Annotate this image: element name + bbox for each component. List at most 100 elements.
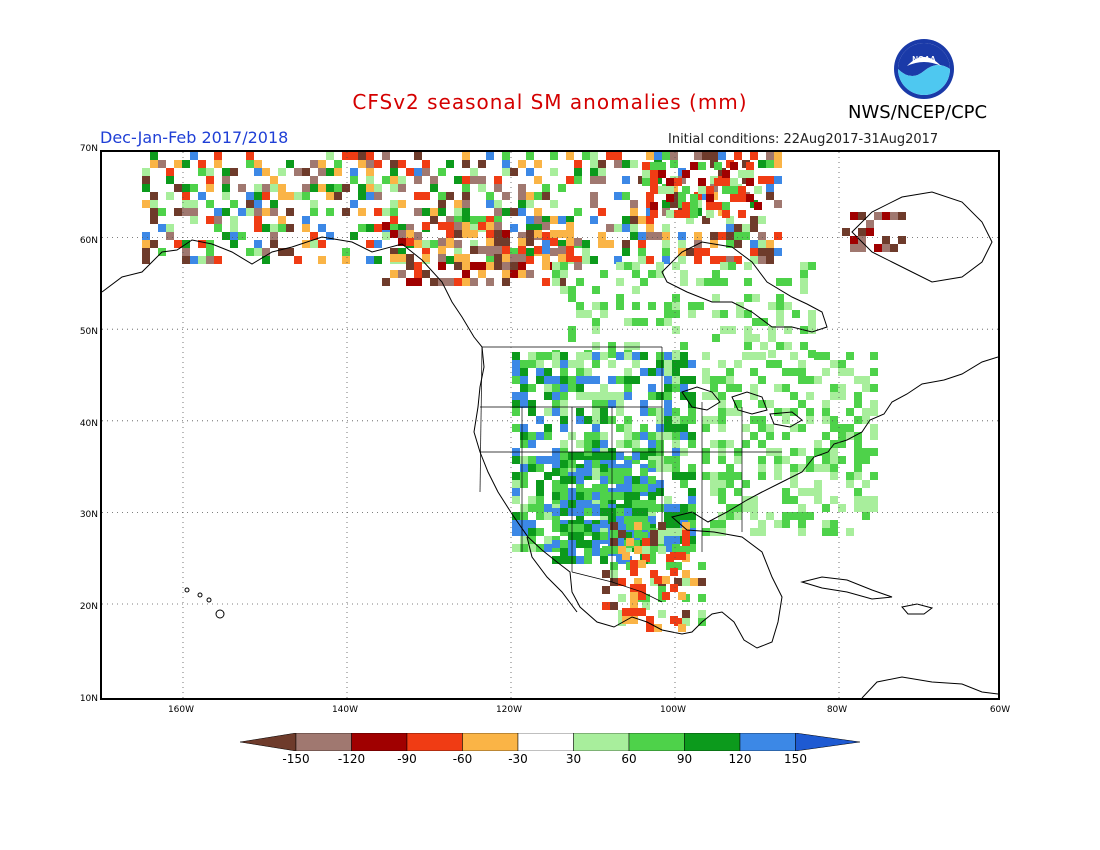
anomaly-cell xyxy=(544,408,552,416)
anomaly-cell xyxy=(702,456,710,464)
anomaly-cell xyxy=(526,200,534,208)
anomaly-cell xyxy=(790,352,798,360)
anomaly-cell xyxy=(486,238,494,246)
anomaly-cell xyxy=(648,384,656,392)
anomaly-cell xyxy=(502,278,510,286)
anomaly-cell xyxy=(174,160,182,168)
anomaly-cell xyxy=(254,208,262,216)
anomaly-cell xyxy=(592,400,600,408)
anomaly-cell xyxy=(414,176,422,184)
anomaly-cell xyxy=(528,536,536,544)
anomaly-cell xyxy=(544,512,552,520)
anomaly-cell xyxy=(512,520,520,528)
anomaly-cell xyxy=(446,278,454,286)
anomaly-cell xyxy=(446,192,454,200)
anomaly-cell xyxy=(616,262,624,270)
anomaly-cell xyxy=(262,224,270,232)
anomaly-cell xyxy=(584,416,592,424)
anomaly-cell xyxy=(560,376,568,384)
lon-label: 80W xyxy=(826,705,848,715)
anomaly-cell xyxy=(792,310,800,318)
anomaly-cell xyxy=(638,584,646,592)
anomaly-cell xyxy=(502,262,510,270)
lon-label: 160W xyxy=(167,705,195,715)
anomaly-cell xyxy=(142,200,150,208)
anomaly-cell xyxy=(214,208,222,216)
anomaly-cell xyxy=(758,376,766,384)
anomaly-cell xyxy=(512,512,520,520)
anomaly-cell xyxy=(662,232,670,240)
anomaly-cell xyxy=(600,492,608,500)
anomaly-cell xyxy=(318,224,326,232)
anomaly-cell xyxy=(656,536,664,544)
anomaly-cell xyxy=(560,392,568,400)
anomaly-cell xyxy=(734,232,742,240)
anomaly-cell xyxy=(850,212,858,220)
anomaly-cell xyxy=(672,504,680,512)
anomaly-cell xyxy=(682,570,690,578)
anomaly-cell xyxy=(390,270,398,278)
anomaly-cell xyxy=(632,508,640,516)
anomaly-cell xyxy=(478,160,486,168)
anomaly-cell xyxy=(310,176,318,184)
anomaly-cell xyxy=(808,310,816,318)
anomaly-cell xyxy=(870,368,878,376)
anomaly-cell xyxy=(800,286,808,294)
anomaly-cell xyxy=(198,240,206,248)
anomaly-cell xyxy=(608,392,616,400)
anomaly-cell xyxy=(454,208,462,216)
anomaly-cell xyxy=(438,192,446,200)
anomaly-cell xyxy=(822,432,830,440)
anomaly-cell xyxy=(342,184,350,192)
anomaly-cell xyxy=(302,184,310,192)
anomaly-cell xyxy=(398,248,406,256)
anomaly-cell xyxy=(592,416,600,424)
anomaly-cell xyxy=(782,384,790,392)
anomaly-cell xyxy=(624,318,632,326)
anomaly-cell xyxy=(544,456,552,464)
anomaly-cell xyxy=(542,248,550,256)
anomaly-cell xyxy=(512,392,520,400)
anomaly-cell xyxy=(560,352,568,360)
anomaly-cell xyxy=(742,440,750,448)
anomaly-cell xyxy=(774,408,782,416)
anomaly-cell xyxy=(526,238,534,246)
anomaly-cell xyxy=(702,424,710,432)
anomaly-cell xyxy=(606,224,614,232)
anomaly-cell xyxy=(600,464,608,472)
anomaly-cell xyxy=(246,160,254,168)
organization-label: NWS/NCEP/CPC xyxy=(848,102,988,123)
anomaly-cell xyxy=(822,352,830,360)
anomaly-cell xyxy=(214,160,222,168)
anomaly-cell xyxy=(318,160,326,168)
anomaly-cell xyxy=(698,186,706,194)
anomaly-cell xyxy=(590,200,598,208)
anomaly-cell xyxy=(366,184,374,192)
anomaly-cell xyxy=(622,216,630,224)
anomaly-cell xyxy=(350,168,358,176)
anomaly-cell xyxy=(238,232,246,240)
anomaly-cell xyxy=(664,520,672,528)
anomaly-cell xyxy=(774,160,782,168)
anomaly-cell xyxy=(854,432,862,440)
anomaly-cell xyxy=(478,262,486,270)
anomaly-cell xyxy=(618,594,626,602)
anomaly-cell xyxy=(534,160,542,168)
anomaly-cell xyxy=(262,168,270,176)
anomaly-cell xyxy=(680,384,688,392)
anomaly-cell xyxy=(648,460,656,468)
anomaly-cell xyxy=(874,244,882,252)
anomaly-cell xyxy=(726,440,734,448)
anomaly-cell xyxy=(350,176,358,184)
anomaly-cell xyxy=(688,400,696,408)
anomaly-cell xyxy=(750,512,758,520)
anomaly-cell xyxy=(822,528,830,536)
anomaly-cell xyxy=(478,184,486,192)
anomaly-cell xyxy=(702,152,710,160)
anomaly-cell xyxy=(624,460,632,468)
anomaly-cell xyxy=(790,368,798,376)
anomaly-cell xyxy=(648,548,656,556)
anomaly-cell xyxy=(648,440,656,448)
anomaly-cell xyxy=(206,248,214,256)
anomaly-cell xyxy=(520,544,528,552)
